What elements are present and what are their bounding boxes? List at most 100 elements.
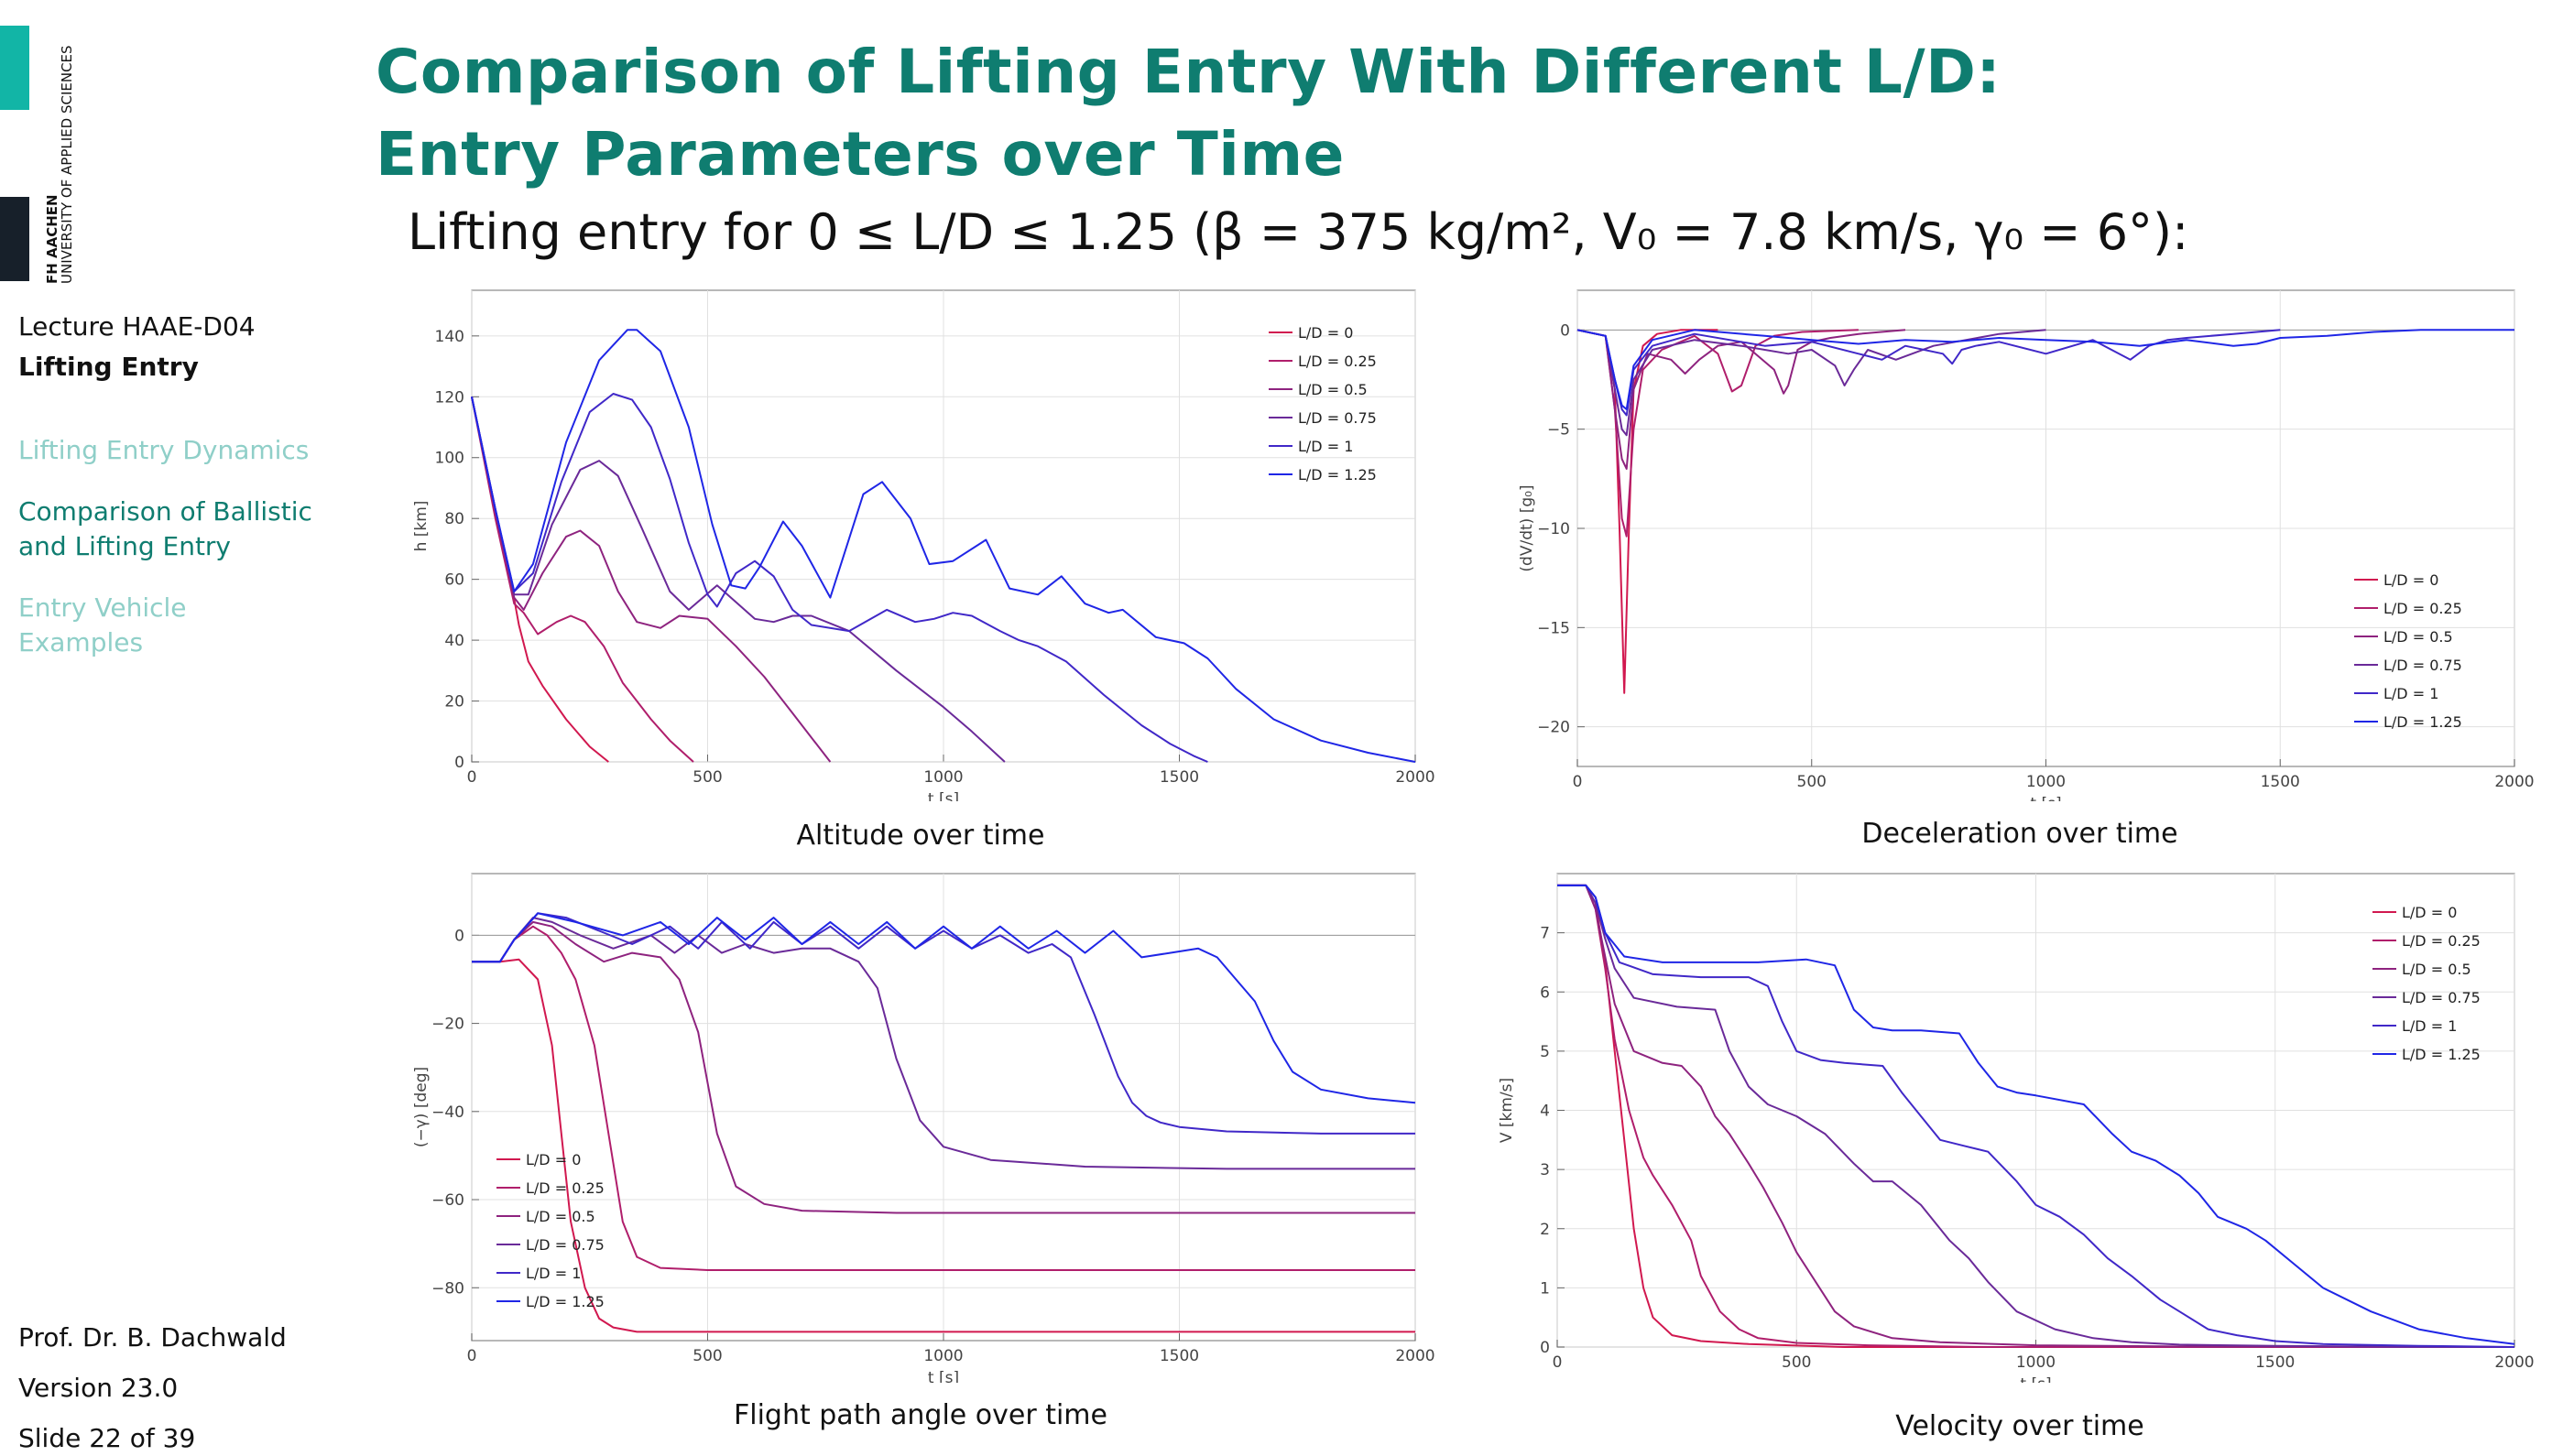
x-axis-label: t [s] [928, 1369, 959, 1383]
legend-label: L/D = 0.25 [526, 1179, 605, 1197]
y-tick-label: −20 [431, 1016, 464, 1034]
velocity-caption: Velocity over time [1895, 1410, 2144, 1442]
x-axis-label: t [s] [2020, 1375, 2051, 1383]
series-line-5 [1576, 329, 2514, 410]
legend-label: L/D = 0.25 [1298, 353, 1377, 370]
x-tick-label: 0 [467, 768, 477, 787]
x-tick-label: 500 [1797, 773, 1827, 791]
x-tick-label: 2000 [1395, 1347, 1434, 1365]
altitude-caption: Altitude over time [796, 820, 1045, 852]
legend-label: L/D = 1 [526, 1265, 581, 1282]
deceleration-caption: Deceleration over time [1861, 818, 2178, 850]
legend-label: L/D = 0.75 [526, 1236, 605, 1254]
x-tick-label: 1000 [2026, 773, 2066, 791]
series-line-1 [471, 397, 694, 763]
x-tick-label: 2000 [1395, 768, 1434, 787]
page-title-line1: Comparison of Lifting Entry With Differe… [376, 37, 2001, 107]
logo-line2: UNIVERSITY OF APPLIED SCIENCES [59, 45, 75, 284]
legend-label: L/D = 0.5 [2402, 961, 2471, 978]
y-tick-label: −60 [431, 1191, 464, 1210]
legend-label: L/D = 0.75 [1298, 409, 1377, 427]
x-axis-label: t [s] [928, 790, 959, 801]
series-line-5 [472, 912, 1416, 1104]
y-tick-label: −40 [431, 1103, 464, 1122]
legend-label: L/D = 0.5 [526, 1208, 595, 1225]
x-tick-label: 1500 [1160, 1347, 1199, 1365]
y-tick-label: 0 [454, 754, 464, 772]
legend-label: L/D = 1.25 [526, 1293, 605, 1310]
version-label: Version 23.0 [18, 1373, 179, 1403]
series-line-5 [1557, 884, 2515, 1345]
page-subtitle: Lifting entry for 0 ≤ L/D ≤ 1.25 (β = 37… [408, 203, 2189, 261]
series-line-3 [1557, 884, 2514, 1348]
y-tick-label: 20 [444, 693, 464, 712]
x-tick-label: 0 [1573, 773, 1583, 791]
x-tick-label: 2000 [2494, 1353, 2534, 1372]
y-tick-label: 40 [444, 632, 464, 650]
y-tick-label: 7 [1540, 925, 1550, 943]
legend-label: L/D = 0.75 [2383, 657, 2462, 674]
sidebar-item-label-line1: Comparison of Ballistic [18, 496, 312, 527]
y-tick-label: 6 [1540, 983, 1550, 1002]
y-tick-label: 120 [435, 388, 464, 407]
series-line-2 [472, 920, 1415, 1214]
x-tick-label: 1000 [923, 768, 963, 787]
legend-label: L/D = 1 [2383, 685, 2438, 702]
y-axis-label: V [km/s] [1498, 1078, 1516, 1143]
y-tick-label: 3 [1540, 1161, 1550, 1179]
sidebar-item-label-line2: Examples [18, 627, 144, 657]
lecture-code: Lecture HAAE-D04 [18, 311, 256, 342]
legend-label: L/D = 1.25 [1298, 466, 1377, 484]
series-line-3 [472, 917, 1415, 1170]
legend-label: L/D = 0.5 [1298, 381, 1368, 398]
flight-path-angle-chart: 0 500 1000 1500 2000 0 −20 −40 −60 −80 t [s] (−γ) [… [412, 873, 1435, 1383]
y-tick-label: 0 [1540, 1339, 1550, 1357]
legend-label: L/D = 0.25 [2402, 932, 2481, 950]
series-line-1 [1557, 884, 2514, 1348]
y-axis-label: (dV/dt) [g₀] [1518, 484, 1536, 571]
y-axis-label: h [km] [412, 501, 431, 552]
y-tick-label: 60 [444, 571, 464, 590]
logo-teal-block [0, 26, 29, 110]
lecture-topic: Lifting Entry [18, 352, 199, 382]
legend-label: L/D = 0.5 [2383, 628, 2453, 646]
legend-label: L/D = 0.25 [2383, 600, 2462, 617]
logo-line1: FH AACHEN [44, 194, 60, 284]
x-tick-label: 1500 [2255, 1353, 2295, 1372]
series-line-4 [471, 393, 1208, 763]
legend-label: L/D = 0 [1298, 324, 1353, 342]
y-axis-label: (−γ) [deg] [412, 1067, 431, 1147]
x-tick-label: 500 [1782, 1353, 1811, 1372]
y-tick-label: −10 [1537, 520, 1570, 538]
x-tick-label: 0 [1553, 1353, 1563, 1372]
velocity-chart: 0 500 1000 1500 2000 0 1 2 3 4 5 6 7 t [s] V [km/s] L/D… [1498, 873, 2535, 1383]
series-line-4 [472, 912, 1415, 1135]
author-name: Prof. Dr. B. Dachwald [18, 1322, 287, 1353]
altitude-chart: 0 500 1000 1500 2000 0 20 40 60 80 100 120 140 t [s] h… [412, 289, 1435, 801]
x-tick-label: 2000 [2494, 773, 2534, 791]
x-tick-label: 1000 [923, 1347, 963, 1365]
y-tick-label: −20 [1537, 719, 1570, 737]
y-tick-label: 0 [454, 927, 464, 945]
page-title-line2: Entry Parameters over Time [376, 119, 1345, 190]
y-tick-label: 4 [1540, 1103, 1550, 1121]
series-line-2 [1576, 329, 1906, 470]
x-tick-label: 1000 [2016, 1353, 2056, 1372]
sidebar-item-label-line2: and Lifting Entry [18, 531, 231, 561]
legend-label: L/D = 0 [2383, 571, 2438, 589]
x-tick-label: 1500 [1160, 768, 1199, 787]
deceleration-chart: 0 500 1000 1500 2000 0 −5 −10 −15 −20 t [s] (dV/dt)… [1518, 289, 2535, 801]
series-line-2 [1557, 884, 2515, 1348]
legend-label: L/D = 0 [2402, 904, 2457, 921]
legend-label: L/D = 0.75 [2402, 989, 2481, 1006]
sidebar-item-label-line1: Entry Vehicle [18, 592, 187, 623]
series-line-3 [1576, 329, 2046, 437]
legend-label: L/D = 1 [1298, 438, 1353, 455]
sidebar-item-lifting-entry-dynamics[interactable]: Lifting Entry Dynamics [18, 435, 310, 465]
slide-counter: Slide 22 of 39 [18, 1423, 196, 1453]
sidebar-item-comparison[interactable]: Comparison of Ballistic and Lifting Entr… [18, 494, 312, 564]
series-line-3 [471, 397, 1006, 763]
x-tick-label: 1500 [2261, 773, 2300, 791]
y-tick-label: 140 [435, 328, 464, 346]
sidebar-item-entry-vehicle-examples[interactable]: Entry Vehicle Examples [18, 591, 187, 660]
